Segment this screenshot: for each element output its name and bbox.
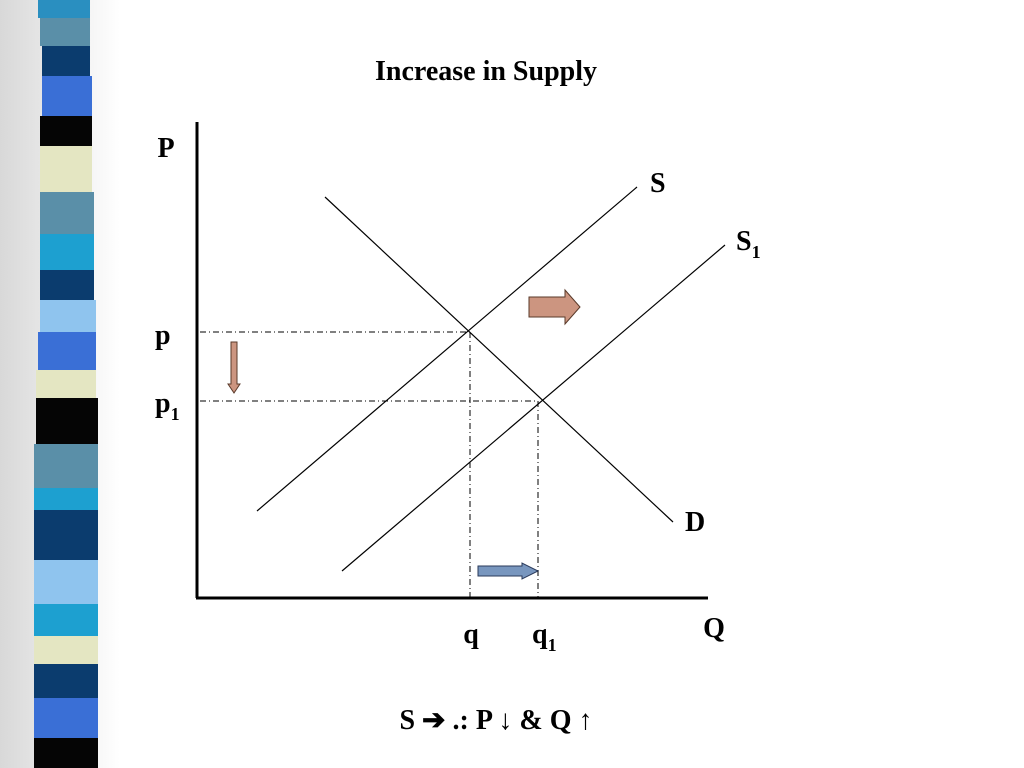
demand-curve	[324, 196, 674, 523]
label-text: p	[155, 388, 171, 419]
supply-curve-new	[341, 244, 726, 572]
x-axis-label: Q	[703, 613, 725, 644]
demand-label: D	[685, 507, 705, 538]
price-label: p1	[155, 388, 180, 424]
label-subscript: 1	[548, 635, 557, 655]
price-down-arrow	[227, 341, 241, 394]
shift-arrow	[528, 288, 581, 326]
supply-new-label: S1	[736, 226, 761, 262]
decor-stripes	[34, 0, 98, 768]
label-text: q	[532, 619, 548, 650]
label-subscript: 1	[752, 242, 761, 262]
quantity-up-arrow	[477, 562, 540, 580]
label-subscript: 1	[171, 404, 180, 424]
supply-label: S	[650, 168, 666, 199]
caption: S ➔ .: P ↓ & Q ↑	[399, 705, 592, 736]
price-label: p	[155, 320, 171, 351]
supply-curve	[256, 186, 638, 512]
label-text: S	[736, 226, 752, 257]
quantity-label: q1	[532, 619, 557, 655]
y-axis-label: P	[157, 133, 174, 164]
title: Increase in Supply	[375, 56, 597, 87]
quantity-label: q	[463, 619, 479, 650]
